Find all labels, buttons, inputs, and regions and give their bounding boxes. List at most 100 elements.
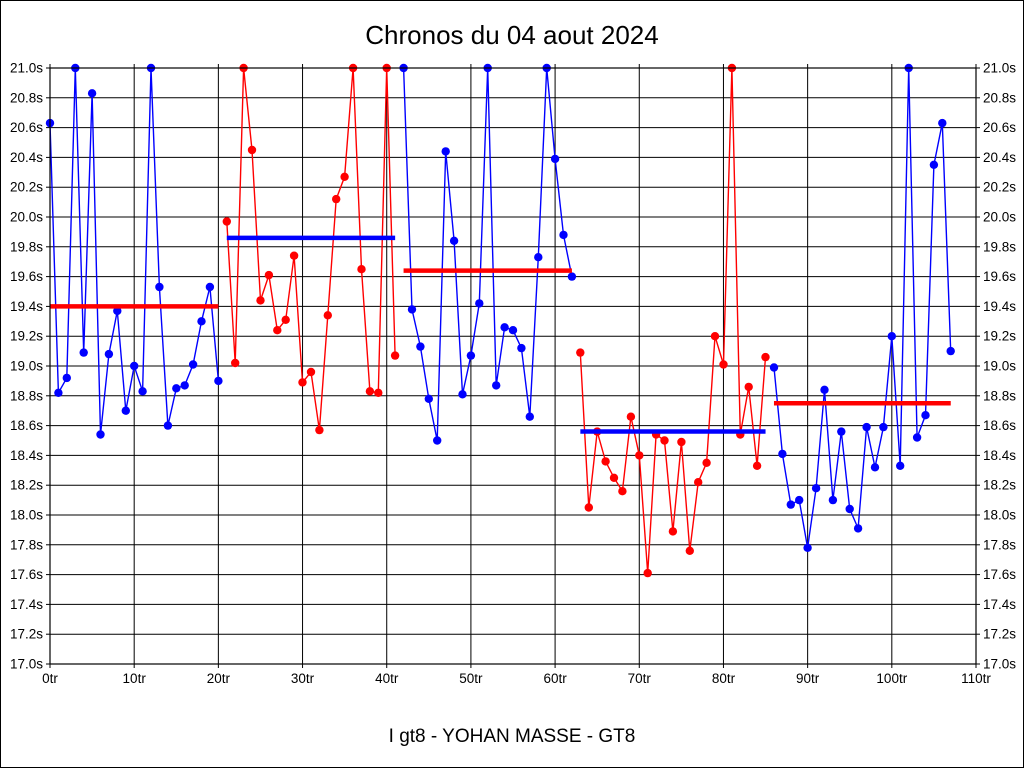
data-point-marker	[820, 385, 829, 394]
data-point-marker	[130, 361, 139, 371]
x-axis-tick-label: 60tr	[543, 671, 567, 686]
y-axis-tick-label-right: 19.8s	[983, 239, 1016, 254]
y-axis-tick-label-left: 19.0s	[10, 359, 43, 374]
data-point-marker	[96, 430, 105, 439]
data-point-marker	[870, 463, 880, 472]
x-axis-tick-label: 50tr	[459, 671, 483, 686]
y-axis-tick-label-left: 19.2s	[10, 329, 43, 344]
y-axis-tick-label-left: 20.8s	[10, 90, 43, 105]
y-axis-tick-label-right: 20.4s	[983, 150, 1016, 165]
data-point-marker	[584, 503, 593, 512]
y-axis-tick-label-right: 17.6s	[983, 567, 1016, 582]
data-point-marker	[694, 478, 703, 487]
y-axis-tick-label-right: 18.0s	[983, 508, 1016, 523]
y-axis-tick-label-right: 20.6s	[983, 120, 1016, 135]
data-point-marker	[618, 487, 627, 496]
y-axis-tick-label-right: 17.4s	[983, 597, 1016, 612]
data-point-marker	[374, 388, 383, 397]
data-point-marker	[752, 461, 762, 470]
data-point-marker	[298, 378, 307, 387]
y-axis-tick-label-right: 18.4s	[983, 448, 1016, 463]
data-point-marker	[222, 217, 231, 226]
plot-frame-rect	[49, 67, 977, 665]
x-axis-tick-label: 40tr	[375, 671, 399, 686]
data-point-marker	[332, 194, 341, 204]
data-point-marker	[172, 384, 181, 393]
y-axis-tick-label-right: 20.8s	[983, 90, 1016, 105]
data-point-marker	[104, 349, 114, 359]
data-point-marker	[138, 387, 147, 396]
data-point-marker	[635, 451, 644, 460]
data-point-marker	[357, 265, 366, 274]
data-point-marker	[197, 317, 206, 326]
data-point-marker	[837, 427, 846, 436]
y-axis-tick-label-left: 19.8s	[10, 239, 43, 254]
data-point-marker	[946, 346, 955, 356]
y-axis-tick-label-left: 17.6s	[10, 567, 43, 582]
data-point-marker	[803, 543, 812, 552]
data-point-marker	[365, 387, 375, 396]
data-point-marker	[609, 473, 619, 482]
y-axis-tick-label-right: 18.2s	[983, 478, 1016, 493]
y-axis-tick-label-right: 17.2s	[983, 627, 1016, 642]
y-axis-tick-label-right: 17.8s	[983, 537, 1016, 552]
axis-labels-layer: 21.0s 21.0s 20.8s 20.8s 20.6s 20.6s 20.4s 20.4s…	[10, 61, 1016, 687]
data-point-marker	[407, 305, 417, 314]
data-point-marker	[424, 394, 433, 403]
data-point-marker	[887, 332, 896, 341]
average-lines-layer	[50, 235, 951, 434]
data-point-marker	[862, 422, 871, 432]
y-axis-tick-label-left: 18.8s	[10, 388, 43, 403]
data-point-marker	[626, 412, 636, 421]
data-point-marker	[912, 433, 922, 442]
data-point-marker	[205, 282, 215, 292]
data-point-marker	[281, 315, 290, 324]
data-point-marker	[567, 272, 577, 281]
data-point-marker	[896, 461, 905, 470]
data-point-marker	[441, 147, 450, 156]
data-point-marker	[79, 348, 88, 357]
data-point-marker	[710, 332, 720, 341]
data-point-marker	[256, 296, 265, 305]
data-point-marker	[62, 373, 71, 383]
data-point-marker	[340, 172, 349, 181]
series-layer	[45, 63, 955, 578]
data-point-marker	[719, 360, 728, 369]
data-point-marker	[449, 236, 459, 245]
y-axis-tick-label-left: 18.6s	[10, 418, 43, 433]
y-axis-tick-label-right: 20.0s	[983, 210, 1016, 225]
data-point-marker	[845, 504, 854, 514]
data-point-marker	[163, 421, 173, 430]
data-point-marker	[247, 145, 257, 155]
y-axis-tick-label-left: 20.2s	[10, 180, 43, 195]
data-point-marker	[769, 363, 779, 372]
y-axis-tick-label-right: 20.2s	[983, 180, 1016, 195]
data-point-marker	[214, 376, 223, 386]
data-point-marker	[576, 348, 585, 357]
data-point-marker	[231, 358, 240, 368]
x-axis-tick-label: 110tr	[961, 671, 991, 686]
data-point-marker	[433, 436, 442, 445]
chart-title: Chronos du 04 aout 2024	[365, 20, 658, 50]
x-axis-tick-label: 90tr	[796, 671, 820, 686]
y-axis-tick-label-right: 19.0s	[983, 359, 1016, 374]
series-line-stint-4-red	[579, 67, 767, 574]
y-axis-tick-label-right: 19.4s	[983, 299, 1016, 314]
x-axis-tick-label: 30tr	[291, 671, 315, 686]
y-axis-tick-label-left: 19.6s	[10, 269, 43, 284]
y-axis-tick-label-right: 18.8s	[983, 388, 1016, 403]
data-point-marker	[113, 306, 122, 316]
y-axis-tick-label-left: 20.6s	[10, 120, 43, 135]
data-point-marker	[702, 458, 711, 467]
y-axis-tick-label-right: 21.0s	[983, 61, 1016, 76]
data-point-marker	[87, 89, 97, 98]
data-point-marker	[475, 299, 484, 308]
data-point-marker	[643, 568, 652, 578]
data-point-marker	[929, 160, 939, 169]
data-point-marker	[778, 449, 787, 459]
data-point-marker	[306, 367, 316, 377]
y-axis-tick-label-left: 20.4s	[10, 150, 43, 165]
data-point-marker	[668, 527, 678, 536]
data-point-marker	[54, 388, 63, 397]
